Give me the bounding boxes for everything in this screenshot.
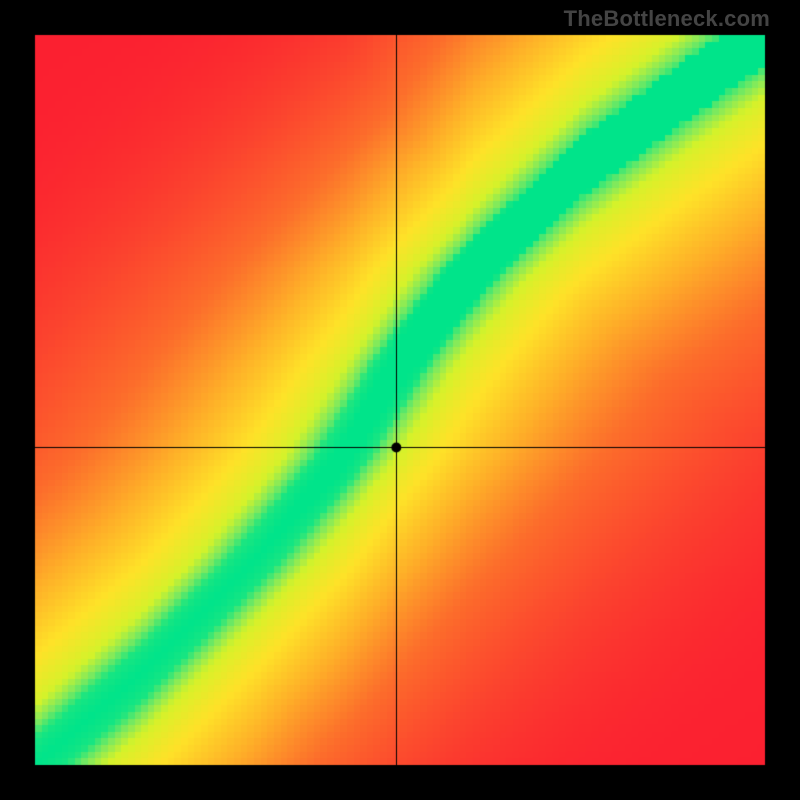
bottleneck-heatmap xyxy=(0,0,800,800)
chart-container: TheBottleneck.com xyxy=(0,0,800,800)
watermark-text: TheBottleneck.com xyxy=(564,6,770,32)
